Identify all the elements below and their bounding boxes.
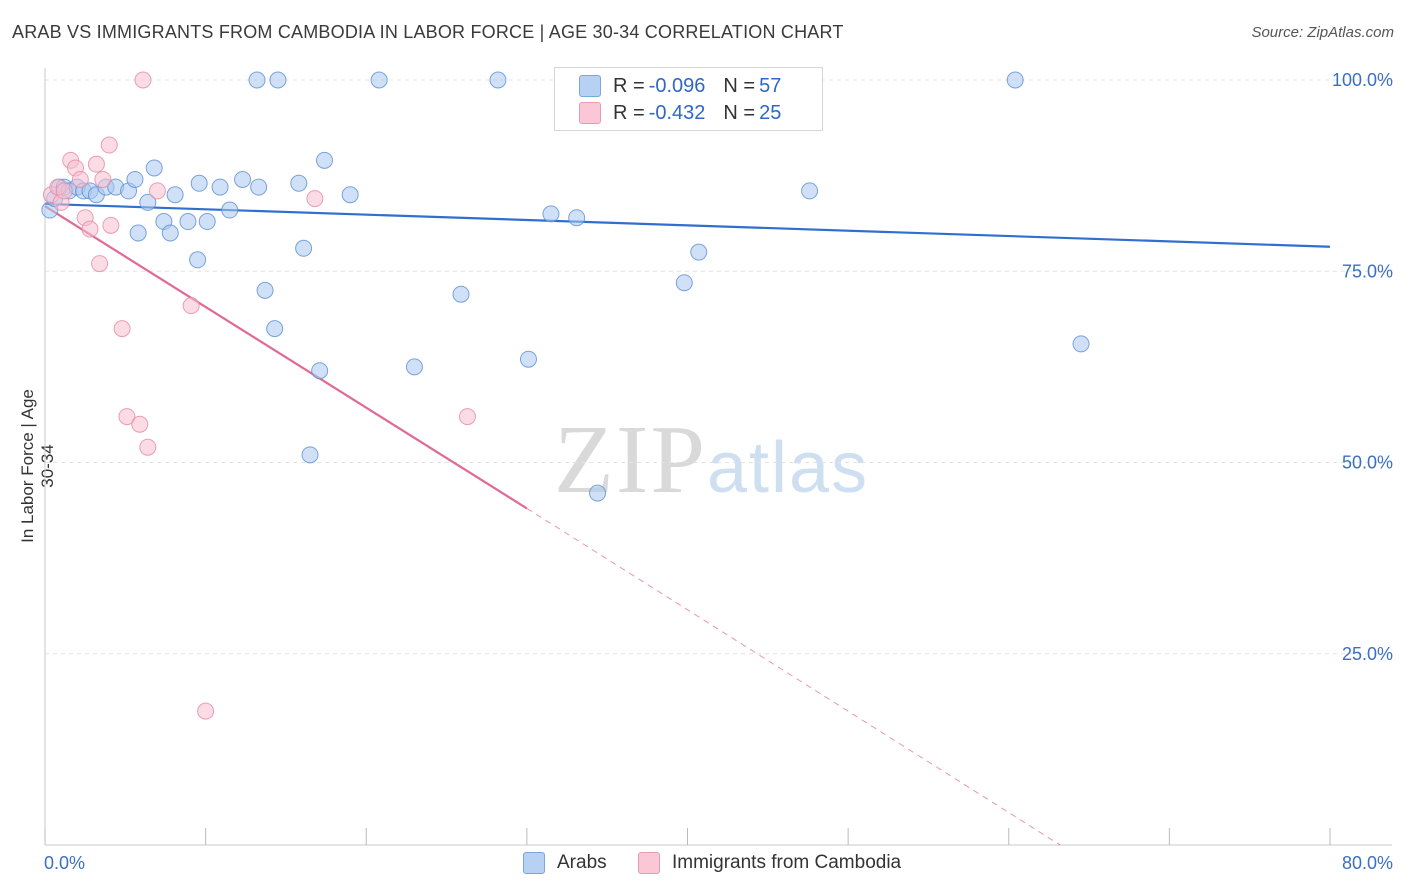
data-point-arabs (568, 209, 586, 227)
watermark-zip: ZIP (554, 406, 707, 514)
data-point-arabs (290, 174, 308, 192)
r-label: R = (613, 101, 645, 124)
data-point-cambodia (182, 297, 200, 315)
legend-label-arabs: Arabs (557, 852, 607, 873)
data-point-arabs (690, 243, 708, 261)
data-point-arabs (519, 350, 537, 368)
legend-item-arabs: Arabs (523, 852, 607, 874)
y-tick-label: 25.0% (1342, 644, 1393, 664)
data-point-arabs (166, 186, 184, 204)
series-legend: Arabs Immigrants from Cambodia (0, 852, 1406, 878)
data-point-cambodia (113, 320, 131, 338)
r-label: R = (613, 74, 645, 97)
x-tick-label: 80.0% (1342, 853, 1393, 873)
data-point-arabs (295, 239, 313, 257)
data-point-arabs (190, 174, 208, 192)
cambodia-swatch (579, 102, 601, 124)
data-point-cambodia (134, 71, 152, 89)
data-point-arabs (589, 484, 607, 502)
data-point-cambodia (306, 190, 324, 208)
data-point-cambodia (87, 155, 105, 173)
data-point-arabs (256, 281, 274, 299)
grid-lines (45, 79, 1392, 655)
data-point-arabs (250, 178, 268, 196)
data-point-arabs (179, 213, 197, 231)
trend-line-cambodia (44, 205, 528, 510)
tick-labels: 25.0% 50.0% 75.0% 100.0% 0.0% 80.0% (44, 70, 1393, 873)
trend-line-arabs (44, 202, 1331, 248)
data-point-cambodia (197, 702, 215, 720)
data-point-arabs (341, 186, 359, 204)
arabs-swatch (579, 75, 601, 97)
legend-row-cambodia: R = -0.432 N = 25 (579, 100, 781, 126)
trend-lines (44, 202, 1331, 846)
r-value: -0.096 (648, 74, 706, 97)
data-point-arabs (198, 213, 216, 231)
data-point-arabs (315, 151, 333, 169)
y-tick-label: 50.0% (1342, 453, 1393, 473)
r-value: -0.432 (648, 101, 706, 124)
data-point-arabs (1072, 335, 1090, 353)
data-point-arabs (269, 71, 287, 89)
n-value: 25 (759, 101, 782, 124)
legend-label-cambodia: Immigrants from Cambodia (672, 852, 902, 873)
watermark: ZIPatlas (554, 402, 869, 516)
data-point-cambodia (71, 170, 89, 188)
chart-title: ARAB VS IMMIGRANTS FROM CAMBODIA IN LABO… (12, 22, 844, 42)
x-tick-label: 0.0% (44, 853, 85, 873)
y-tick-label: 75.0% (1342, 261, 1393, 281)
data-point-arabs (801, 182, 819, 200)
data-point-cambodia (139, 438, 157, 456)
data-point-cambodia (102, 216, 120, 234)
data-point-arabs (370, 71, 388, 89)
data-point-arabs (126, 170, 144, 188)
data-point-cambodia (458, 408, 476, 426)
trend-line-cambodia (526, 507, 1061, 846)
data-point-cambodia (100, 136, 118, 154)
data-point-arabs (211, 178, 229, 196)
stats-legend: R = -0.096 N = 57 R = -0.432 N = 25 (554, 67, 823, 131)
data-point-arabs (405, 358, 423, 376)
legend-row-arabs: R = -0.096 N = 57 (579, 73, 781, 99)
n-label: N = (723, 101, 756, 124)
data-point-arabs (221, 201, 239, 219)
data-point-cambodia (94, 170, 112, 188)
data-point-arabs (248, 71, 266, 89)
cambodia-swatch (638, 852, 660, 874)
data-point-arabs (161, 224, 179, 242)
data-point-arabs (189, 251, 207, 269)
data-point-cambodia (81, 220, 99, 238)
legend-item-cambodia: Immigrants from Cambodia (638, 852, 901, 874)
arabs-swatch (523, 852, 545, 874)
data-point-arabs (139, 193, 157, 211)
data-point-cambodia (55, 182, 73, 200)
data-point-arabs (129, 224, 147, 242)
data-point-arabs (675, 274, 693, 292)
data-point-cambodia (131, 415, 149, 433)
data-point-cambodia (148, 182, 166, 200)
n-value: 57 (759, 74, 782, 97)
data-point-arabs (234, 170, 252, 188)
data-point-arabs (489, 71, 507, 89)
data-points (41, 71, 1090, 720)
n-label: N = (723, 74, 756, 97)
data-point-arabs (542, 205, 560, 223)
data-point-arabs (1006, 71, 1024, 89)
data-point-arabs (311, 362, 329, 380)
source-credit: Source: ZipAtlas.com (1251, 24, 1394, 41)
data-point-arabs (266, 320, 284, 338)
y-tick-label: 100.0% (1332, 70, 1393, 90)
data-point-arabs (145, 159, 163, 177)
data-point-cambodia (118, 408, 136, 426)
data-point-arabs (452, 285, 470, 303)
data-point-arabs (301, 446, 319, 464)
data-point-cambodia (91, 255, 109, 273)
watermark-atlas: atlas (707, 428, 870, 508)
